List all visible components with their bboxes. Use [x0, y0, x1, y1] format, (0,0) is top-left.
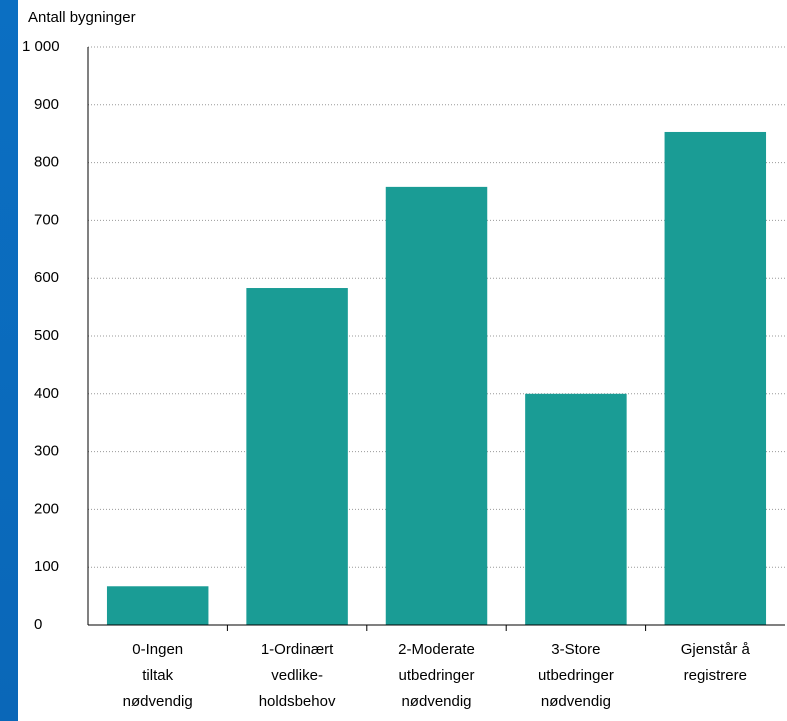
y-tick-label: 600 [34, 269, 59, 286]
y-tick-label: 400 [34, 385, 59, 402]
x-tick-label: 0-Ingen tiltak nødvendig [122, 641, 193, 710]
y-tick-label: 1 000 [22, 38, 60, 55]
y-tick-label: 200 [34, 500, 59, 517]
y-tick-label: 500 [34, 327, 59, 344]
y-axis-label: Antall bygninger [28, 9, 136, 26]
y-tick-label: 700 [34, 211, 59, 228]
bar [106, 586, 209, 625]
bar [525, 393, 627, 625]
y-tick-label: 900 [34, 96, 59, 113]
bar [246, 288, 348, 625]
y-tick-label: 300 [34, 443, 59, 460]
bar [664, 131, 767, 625]
y-tick-label: 800 [34, 154, 59, 171]
x-tick-label: Gjenstår å registrere [680, 641, 750, 684]
x-tick-label: 1-Ordinært vedlike- holdsbehov [258, 641, 336, 710]
x-tick-label: 3-Store utbedringer nødvendig [537, 641, 614, 710]
bar [385, 186, 488, 625]
side-strip [0, 0, 18, 721]
y-tick-label: 100 [34, 558, 59, 575]
x-tick-label: 2-Moderate utbedringer nødvendig [398, 641, 475, 710]
y-tick-label: 0 [34, 616, 42, 633]
